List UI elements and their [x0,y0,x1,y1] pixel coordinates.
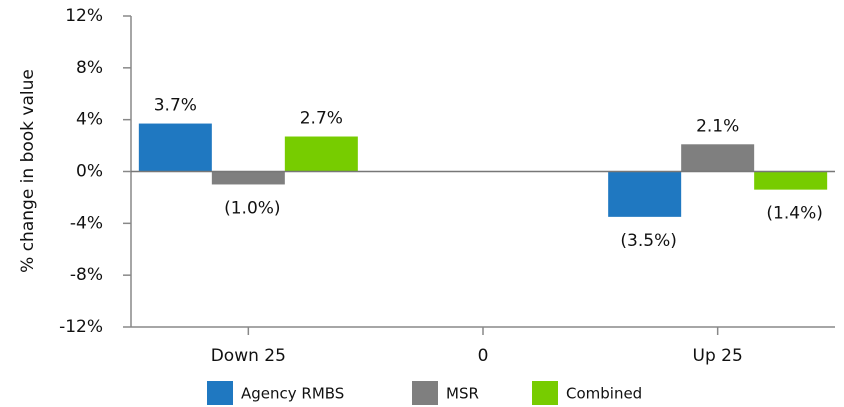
y-tick-label: -4% [70,213,103,233]
bar [138,123,212,172]
y-tick-label: 8% [76,58,103,78]
x-tick-label: Up 25 [693,346,743,366]
x-tick-label: 0 [478,346,489,366]
legend-swatch [207,381,233,405]
value-label: (1.4%) [766,204,822,224]
value-label: 2.1% [696,116,739,136]
bar [754,171,828,190]
legend-text: Combined [566,385,642,403]
legend-text: MSR [446,385,479,403]
value-label: 2.7% [300,109,343,129]
bar [681,144,755,172]
x-tick-label: Down 25 [211,346,286,366]
value-label: (1.0%) [224,198,280,218]
bar [211,171,285,185]
bar [608,171,682,217]
legend-swatch [532,381,558,405]
y-tick-label: -12% [59,317,103,337]
value-label: (3.5%) [620,231,676,251]
bar [284,136,358,172]
y-tick-label: 12% [65,6,103,26]
y-tick-label: 4% [76,110,103,130]
y-axis-label: % change in book value [18,69,38,273]
y-tick-label: -8% [70,265,103,285]
y-tick-label: 0% [76,162,103,182]
value-label: 3.7% [154,96,197,116]
legend-text: Agency RMBS [241,385,344,403]
legend-swatch [412,381,438,405]
